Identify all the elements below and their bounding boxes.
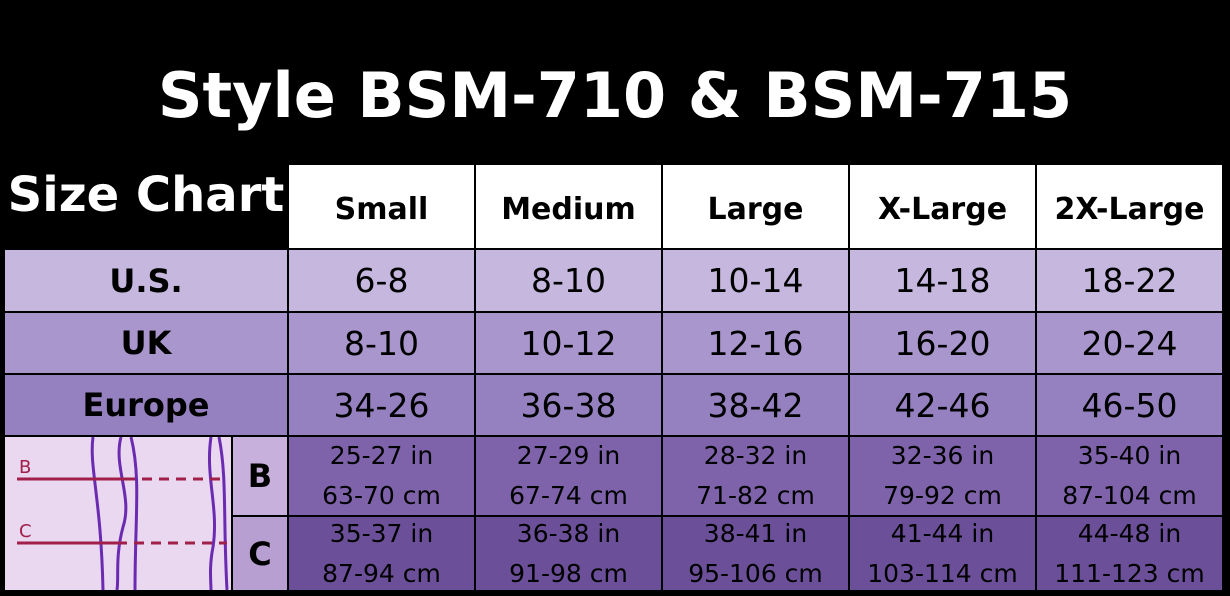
size-cell: 36-38 [476, 375, 661, 435]
diagram-label: C [19, 521, 32, 542]
measurement-label: C [233, 517, 287, 590]
column-header: X-Large [850, 165, 1035, 248]
row-label: UK [5, 313, 287, 373]
measurement-text: 27-29 in [516, 441, 621, 470]
measurement-cell: 35-37 in 87-94 cm [289, 517, 474, 590]
size-cell: 14-18 [850, 250, 1035, 311]
measurement-text: 103-114 cm [867, 558, 1018, 588]
measurement-text: 91-98 cm [509, 558, 628, 588]
column-header: Small [289, 165, 474, 248]
size-cell: 34-26 [289, 375, 474, 435]
size-cell: 12-16 [663, 313, 848, 373]
measurement-label: B [233, 437, 287, 515]
measurement-text: 25-27 in [329, 441, 434, 470]
size-cell: 10-12 [476, 313, 661, 373]
row-label: Europe [5, 375, 287, 435]
title: Style BSM-710 & BSM-715 [157, 58, 1073, 132]
column-header: Medium [476, 165, 661, 248]
measurement-cell: 36-38 in 91-98 cm [476, 517, 661, 590]
measurement-cell: 41-44 in 103-114 cm [850, 517, 1035, 590]
measurement-text: 95-106 cm [688, 558, 823, 588]
size-cell: 16-20 [850, 313, 1035, 373]
size-cell: 10-14 [663, 250, 848, 311]
size-cell: 18-22 [1037, 250, 1222, 311]
subtitle: Size Chart [7, 167, 285, 223]
size-cell: 8-10 [476, 250, 661, 311]
size-cell: 42-46 [850, 375, 1035, 435]
measurement-text: 35-40 in [1077, 441, 1182, 470]
measurement-text: 111-123 cm [1054, 558, 1205, 588]
measurement-cell: 35-40 in 87-104 cm [1037, 437, 1222, 515]
measurement-text: 87-104 cm [1062, 481, 1197, 510]
diagram-label: B [19, 457, 31, 478]
measurement-text: 36-38 in [516, 518, 621, 548]
size-cell: 46-50 [1037, 375, 1222, 435]
size-cell: 20-24 [1037, 313, 1222, 373]
measurement-cell: 27-29 in 67-74 cm [476, 437, 661, 515]
measurement-cell: 28-32 in 71-82 cm [663, 437, 848, 515]
measurement-text: 63-70 cm [322, 481, 441, 510]
measurement-text: 67-74 cm [509, 481, 628, 510]
size-cell: 38-42 [663, 375, 848, 435]
measurement-text: 87-94 cm [322, 558, 441, 588]
measurement-text: 28-32 in [703, 441, 808, 470]
row-label: U.S. [5, 250, 287, 311]
size-cell: 6-8 [289, 250, 474, 311]
measurement-cell: 44-48 in 111-123 cm [1037, 517, 1222, 590]
measurement-text: 38-41 in [703, 518, 808, 548]
measurement-text: 41-44 in [890, 518, 995, 548]
measurement-cell: 25-27 in 63-70 cm [289, 437, 474, 515]
column-header: Large [663, 165, 848, 248]
column-header: 2X-Large [1037, 165, 1222, 248]
measurement-text: 44-48 in [1077, 518, 1182, 548]
measurement-cell: 38-41 in 95-106 cm [663, 517, 848, 590]
measurement-text: 35-37 in [329, 518, 434, 548]
measurement-diagram: B C [5, 437, 231, 590]
measurement-text: 32-36 in [890, 441, 995, 470]
measurement-text: 79-92 cm [883, 481, 1002, 510]
measurement-text: 71-82 cm [696, 481, 815, 510]
measurement-cell: 32-36 in 79-92 cm [850, 437, 1035, 515]
size-cell: 8-10 [289, 313, 474, 373]
